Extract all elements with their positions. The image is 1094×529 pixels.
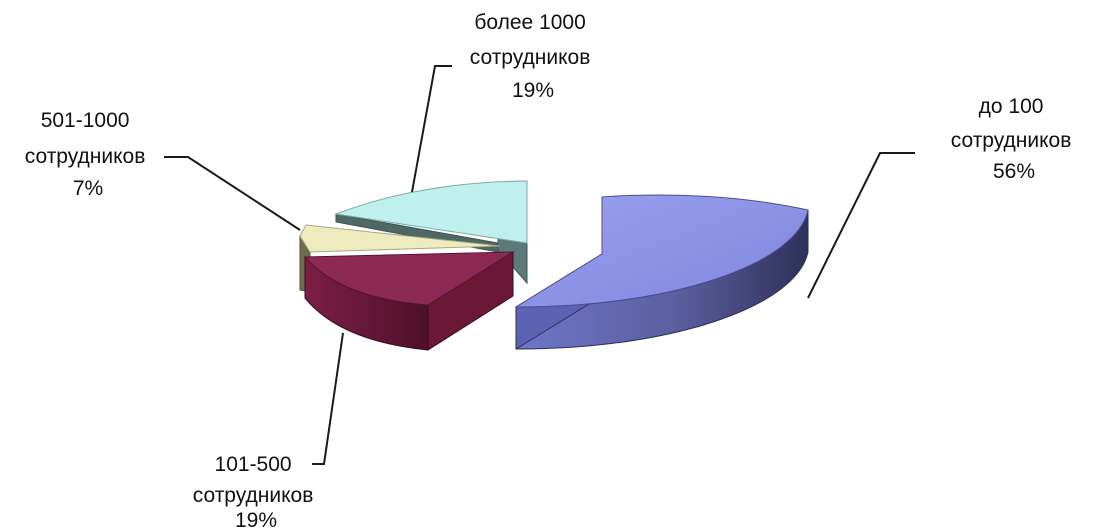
pie-slice-do-100 bbox=[514, 194, 809, 350]
label-101-500-percent: 19% bbox=[235, 509, 277, 529]
label-101-500: 101-500 сотрудников 19% bbox=[193, 453, 320, 529]
label-do-100-line-1: до 100 bbox=[979, 95, 1044, 118]
pie-slice-101-500-top bbox=[303, 251, 515, 306]
label-do-100: до 100 сотрудников 56% bbox=[951, 95, 1078, 183]
leader-line-do-100 bbox=[807, 152, 915, 299]
label-bolee-1000-line-2: сотрудников bbox=[470, 46, 591, 69]
leader-line-bolee-1000 bbox=[411, 65, 452, 193]
label-501-1000-percent: 7% bbox=[73, 177, 103, 200]
pie-slice-101-500 bbox=[303, 251, 515, 351]
label-do-100-line-2: сотрудников bbox=[951, 129, 1072, 152]
label-501-1000: 501-1000 сотрудников 7% bbox=[25, 109, 152, 200]
leader-line-101-500 bbox=[312, 332, 344, 465]
label-501-1000-line-1: 501-1000 bbox=[41, 109, 130, 132]
label-101-500-line-2: сотрудников bbox=[193, 484, 314, 507]
label-bolee-1000-percent: 19% bbox=[512, 79, 554, 102]
pie-slice-501-1000-top bbox=[299, 224, 501, 253]
label-501-1000-line-2: сотрудников bbox=[25, 145, 146, 168]
label-bolee-1000-line-1: более 1000 bbox=[474, 11, 585, 34]
label-101-500-line-1: 101-500 bbox=[215, 453, 292, 476]
pie-slice-bolee-1000-top bbox=[334, 180, 528, 244]
pie-slice-do-100-top bbox=[514, 194, 809, 308]
label-bolee-1000: более 1000 сотрудников 19% bbox=[470, 11, 597, 102]
label-do-100-percent: 56% bbox=[993, 160, 1035, 183]
leader-line-501-1000 bbox=[164, 156, 301, 231]
